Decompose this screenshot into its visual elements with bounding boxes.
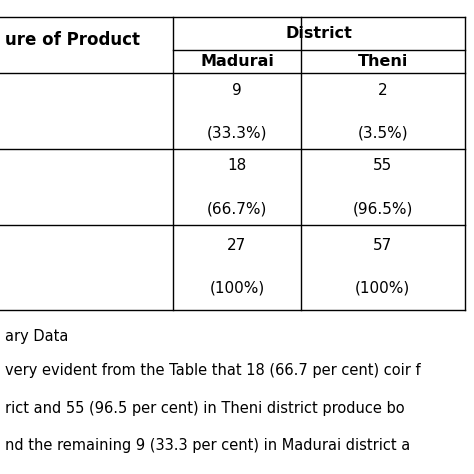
Text: District: District bbox=[285, 26, 352, 41]
Text: 57: 57 bbox=[373, 238, 392, 253]
Text: 27: 27 bbox=[228, 238, 246, 253]
Text: 55: 55 bbox=[373, 158, 392, 173]
Text: (100%): (100%) bbox=[355, 281, 410, 296]
Text: ary Data: ary Data bbox=[5, 329, 68, 345]
Text: very evident from the Table that 18 (66.7 per cent) coir f: very evident from the Table that 18 (66.… bbox=[5, 363, 420, 378]
Text: (66.7%): (66.7%) bbox=[207, 201, 267, 216]
Text: nd the remaining 9 (33.3 per cent) in Madurai district a: nd the remaining 9 (33.3 per cent) in Ma… bbox=[5, 438, 410, 454]
Text: 18: 18 bbox=[228, 158, 246, 173]
Text: 9: 9 bbox=[232, 82, 242, 98]
Text: rict and 55 (96.5 per cent) in Theni district produce bo: rict and 55 (96.5 per cent) in Theni dis… bbox=[5, 401, 404, 416]
Text: Madurai: Madurai bbox=[200, 54, 274, 69]
Text: (96.5%): (96.5%) bbox=[353, 201, 413, 216]
Text: ure of Product: ure of Product bbox=[5, 31, 140, 49]
Text: 2: 2 bbox=[378, 82, 388, 98]
Text: (100%): (100%) bbox=[210, 281, 264, 296]
Text: (33.3%): (33.3%) bbox=[207, 125, 267, 140]
Text: Theni: Theni bbox=[357, 54, 408, 69]
Text: (3.5%): (3.5%) bbox=[357, 125, 408, 140]
